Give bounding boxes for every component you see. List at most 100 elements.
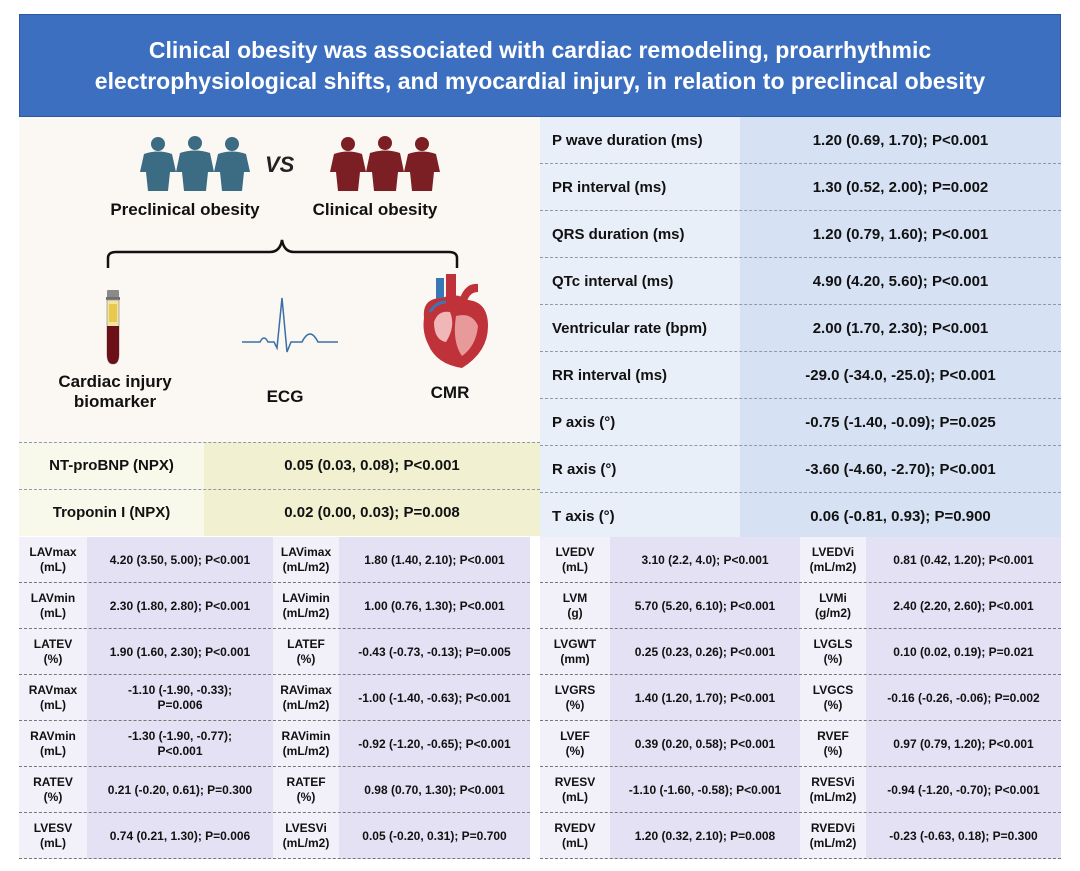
cmr-value-line-1: 5.70 (5.20, 6.10); P<0.001 xyxy=(634,598,776,613)
cmr-label-unit: (%) xyxy=(296,652,316,666)
cmr-measure-value: 4.20 (3.50, 5.00); P<0.001 xyxy=(87,537,273,583)
cmr-measure-label: LATEV (%) xyxy=(19,629,87,675)
table-row: RATEV (%) 0.21 (-0.20, 0.61); P=0.300 RATEF… xyxy=(19,767,530,813)
biomarker-label: NT-proBNP (NPX) xyxy=(19,442,204,489)
cmr-label-name: LAVmax xyxy=(29,545,77,559)
title-banner: Clinical obesity was associated with car… xyxy=(19,14,1061,117)
table-row: LAVmax (mL) 4.20 (3.50, 5.00); P<0.001 LAVi… xyxy=(19,537,530,583)
cmr-label: CMR xyxy=(430,383,470,402)
table-row: LVM (g) 5.70 (5.20, 6.10); P<0.001 LVMi (g/m… xyxy=(540,583,1061,629)
cmr-label-unit: (mL) xyxy=(562,560,588,574)
cmr-label-unit: (%) xyxy=(565,698,585,712)
cmr-label-name: LVEF xyxy=(560,729,590,743)
biomarker-label: Troponin I (NPX) xyxy=(19,489,204,536)
ecg-measure-value: -3.60 (-4.60, -2.70); P<0.001 xyxy=(740,446,1061,493)
table-row: QRS duration (ms) 1.20 (0.79, 1.60); P<0.… xyxy=(540,211,1061,258)
cmr-measure-value: 2.30 (1.80, 2.80); P<0.001 xyxy=(87,583,273,629)
table-row: RVEDV (mL) 1.20 (0.32, 2.10); P=0.008 RVEDV… xyxy=(540,813,1061,859)
biomarker-value: 0.02 (0.00, 0.03); P=0.008 xyxy=(204,489,540,536)
cmr-label-unit: (g) xyxy=(567,606,583,620)
cmr-measure-value: 1.80 (1.40, 2.10); P<0.001 xyxy=(339,537,530,583)
cmr-measure-label: RAVmax (mL) xyxy=(19,675,87,721)
table-row: P wave duration (ms) 1.20 (0.69, 1.70); P… xyxy=(540,117,1061,164)
cmr-value-line-1: 0.74 (0.21, 1.30); P=0.006 xyxy=(109,828,251,843)
table-row: RR interval (ms) -29.0 (-34.0, -25.0); P<… xyxy=(540,352,1061,399)
cmr-label-name: LVESV xyxy=(33,821,73,835)
cmr-label-unit: (%) xyxy=(43,652,63,666)
cmr-label-unit: (g/m2) xyxy=(815,606,851,620)
title-line-1: Clinical obesity was associated with car… xyxy=(148,36,932,63)
cmr-label-unit: (mL) xyxy=(561,836,588,850)
biomarker-label-line-2: biomarker xyxy=(73,392,157,411)
cmr-label-name: LVGWT xyxy=(553,637,597,651)
cmr-label-unit: (mL/m2) xyxy=(809,560,857,574)
cmr-value-line-1: 0.97 (0.79, 1.20); P<0.001 xyxy=(893,736,1034,751)
cmr-label-name: LVMi xyxy=(819,591,847,605)
cmr-measure-value: 0.98 (0.70, 1.30); P<0.001 xyxy=(339,767,530,813)
cmr-value-line-1: -0.23 (-0.63, 0.18); P=0.300 xyxy=(889,828,1038,843)
cmr-label-unit: (mL/m2) xyxy=(282,698,330,712)
cmr-label-name: RVESVi xyxy=(811,775,855,789)
blood-tube-icon xyxy=(106,290,120,365)
cmr-label-name: LATEF xyxy=(287,637,325,651)
cmr-measure-label: LVEDV (mL) xyxy=(540,537,610,583)
cmr-label-name: RVEDV xyxy=(554,821,596,835)
table-row: LVEF (%) 0.39 (0.20, 0.58); P<0.001 RVEF (%)… xyxy=(540,721,1061,767)
cmr-measure-value: -0.16 (-0.26, -0.06); P=0.002 xyxy=(866,675,1061,721)
cmr-measure-value: -0.94 (-1.20, -0.70); P<0.001 xyxy=(866,767,1061,813)
cmr-measure-label: RAVimax (mL/m2) xyxy=(273,675,339,721)
cmr-measure-label: LVESVi (mL/m2) xyxy=(273,813,339,859)
cmr-measure-label: RAVmin (mL) xyxy=(19,721,87,767)
cmr-measure-label: LVGWT (mm) xyxy=(540,629,610,675)
cmr-measure-value: 0.10 (0.02, 0.19); P=0.021 xyxy=(866,629,1061,675)
cmr-measure-label: LVM (g) xyxy=(540,583,610,629)
cmr-label-unit: (mL) xyxy=(39,560,66,574)
cmr-value-line-1: 0.39 (0.20, 0.58); P<0.001 xyxy=(634,736,776,751)
cmr-measure-label: LAVimin (mL/m2) xyxy=(273,583,339,629)
cmr-measure-value: 2.40 (2.20, 2.60); P<0.001 xyxy=(866,583,1061,629)
cmr-measure-label: RVESVi (mL/m2) xyxy=(800,767,866,813)
table-row: LATEV (%) 1.90 (1.60, 2.30); P<0.001 LATEF(… xyxy=(19,629,530,675)
cmr-measure-label: LAVmin (mL) xyxy=(19,583,87,629)
cmr-value-line-1: -1.30 (-1.90, -0.77); xyxy=(127,729,233,743)
cmr-label-unit: (mL/m2) xyxy=(809,790,857,804)
cmr-label-unit: (mL/m2) xyxy=(282,606,330,620)
table-row: LVESV (mL) 0.74 (0.21, 1.30); P=0.006 LVESV… xyxy=(19,813,530,859)
cmr-value-line-1: 1.40 (1.20, 1.70); P<0.001 xyxy=(634,690,776,705)
ecg-trace-icon xyxy=(242,297,338,353)
cmr-measure-label: RATEV (%) xyxy=(19,767,87,813)
ecg-measure-value: 2.00 (1.70, 2.30); P<0.001 xyxy=(740,305,1061,352)
table-row: Ventricular rate (bpm) 2.00 (1.70, 2.30);… xyxy=(540,305,1061,352)
table-row: RAVmax (mL) -1.10 (-1.90, -0.33); P=0.006 RA… xyxy=(19,675,530,721)
cmr-value-line-1: 1.20 (0.32, 2.10); P=0.008 xyxy=(634,828,776,843)
cmr-value-line-1: -1.10 (-1.60, -0.58); P<0.001 xyxy=(628,782,782,797)
cmr-label-unit: (mL/m2) xyxy=(282,744,330,758)
cmr-label-unit: (mL/m2) xyxy=(809,836,857,850)
cmr-value-line-1: 1.80 (1.40, 2.10); P<0.001 xyxy=(364,552,505,567)
cmr-label-unit: (mL/m2) xyxy=(282,560,330,574)
ecg-measure-label: P wave duration (ms) xyxy=(540,117,740,164)
cmr-measure-value: -1.00 (-1.40, -0.63); P<0.001 xyxy=(339,675,530,721)
cmr-measure-value: 0.25 (0.23, 0.26); P<0.001 xyxy=(610,629,800,675)
cmr-measure-value: 0.97 (0.79, 1.20); P<0.001 xyxy=(866,721,1061,767)
cmr-value-line-1: 2.40 (2.20, 2.60); P<0.001 xyxy=(893,598,1034,613)
ecg-measure-label: QRS duration (ms) xyxy=(540,211,740,258)
cmr-value-line-1: 0.81 (0.42, 1.20); P<0.001 xyxy=(893,552,1034,567)
cmr-measure-value: 5.70 (5.20, 6.10); P<0.001 xyxy=(610,583,800,629)
cmr-label-name: RAVimin xyxy=(281,729,331,743)
cmr-label-unit: (%) xyxy=(43,790,63,804)
table-row: LVGRS (%) 1.40 (1.20, 1.70); P<0.001 LVGCS(… xyxy=(540,675,1061,721)
cmr-label-unit: (mL) xyxy=(40,836,66,850)
biomarker-results-table: NT-proBNP (NPX) 0.05 (0.03, 0.08); P<0.00… xyxy=(19,442,540,536)
clinical-label: Clinical obesity xyxy=(312,200,438,219)
cmr-label-name: RVEDVi xyxy=(810,821,856,835)
ecg-measure-value: 1.20 (0.79, 1.60); P<0.001 xyxy=(740,211,1061,258)
table-row: PR interval (ms) 1.30 (0.52, 2.00); P=0.0… xyxy=(540,164,1061,211)
clinical-people-icon xyxy=(330,136,440,191)
cmr-value-line-1: 4.20 (3.50, 5.00); P<0.001 xyxy=(109,552,251,567)
cmr-label-unit: (%) xyxy=(823,698,843,712)
cmr-measure-label: LATEF (%) xyxy=(273,629,339,675)
cmr-measure-value: -0.92 (-1.20, -0.65); P<0.001 xyxy=(339,721,530,767)
table-row: R axis (°) -3.60 (-4.60, -2.70); P<0.001 xyxy=(540,446,1061,493)
ecg-results-table: P wave duration (ms) 1.20 (0.69, 1.70); P… xyxy=(540,117,1061,540)
